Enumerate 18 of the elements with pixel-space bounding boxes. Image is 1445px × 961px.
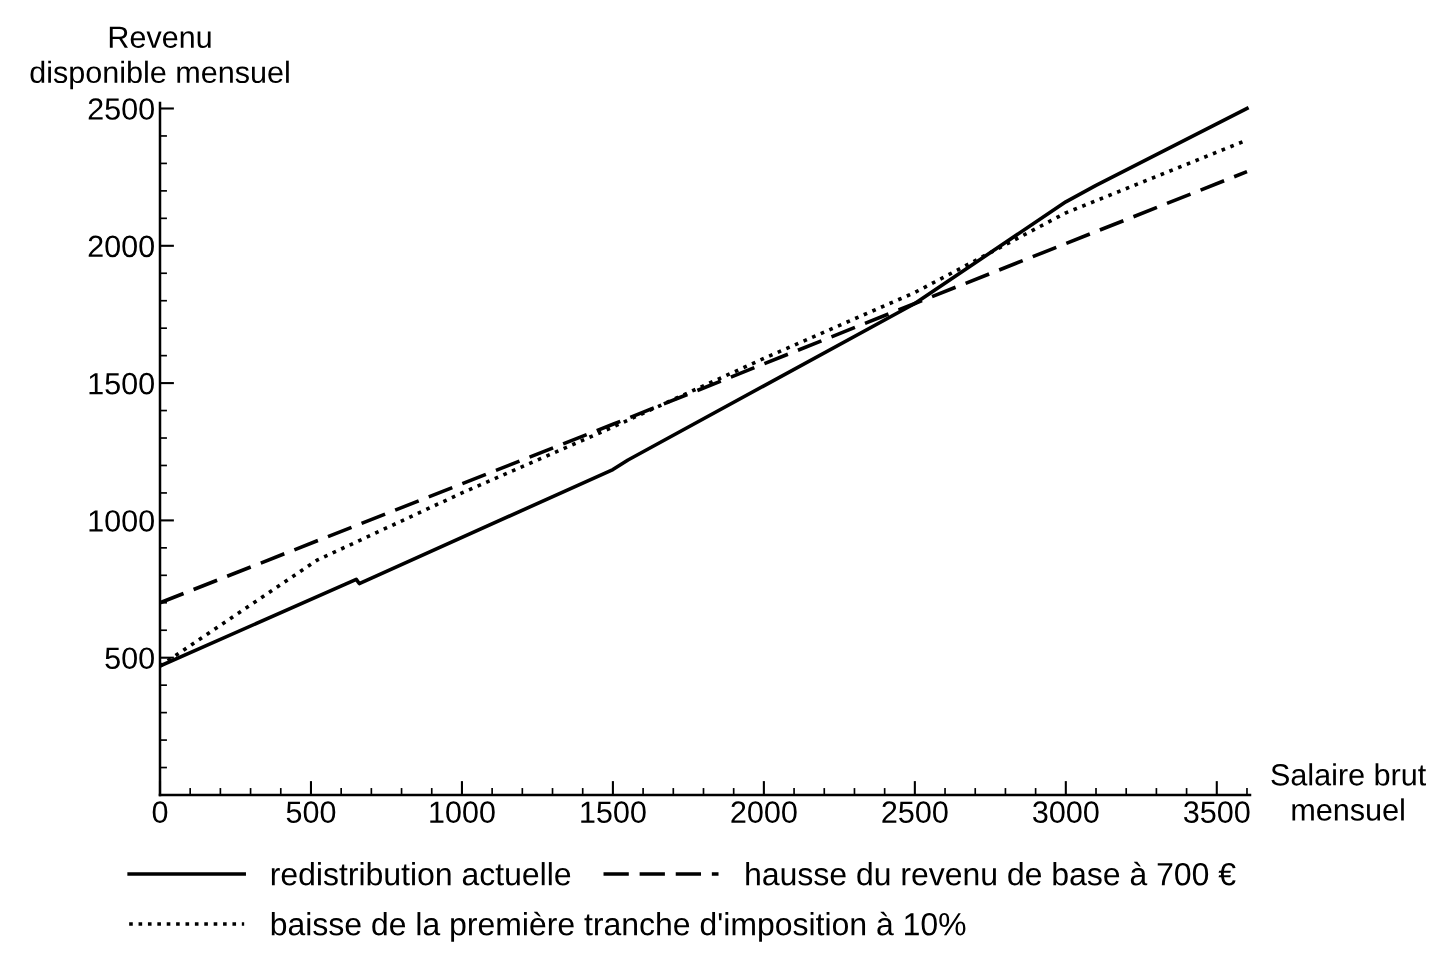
legend-label: baisse de la première tranche d'imposition à 10%	[271, 911, 966, 942]
y-tick-label: 1500	[89, 372, 154, 395]
x-tick-label: 500	[286, 801, 336, 823]
x-tick-label: 3000	[1033, 801, 1099, 823]
legend-label: redistribution actuelle	[271, 862, 571, 886]
y-tick-label: 2000	[88, 235, 154, 258]
x-tick-label: 1000	[430, 801, 495, 823]
y-axis-title: Revenu disponible mensuel	[30, 26, 289, 90]
y-tick-label: 500	[105, 647, 154, 670]
x-tick-label: 2000	[731, 801, 797, 823]
y-tick-label: 1000	[89, 510, 154, 532]
x-tick-label: 0	[152, 801, 168, 823]
x-tick-label: 2500	[882, 801, 948, 823]
y-tick-label: 2500	[88, 98, 154, 120]
x-tick-label: 3500	[1183, 801, 1250, 823]
x-tick-label: 1500	[581, 801, 646, 823]
x-axis-title: Salaire brut mensuel	[1271, 763, 1427, 821]
legend-label: hausse du revenu de base à 700 €	[746, 861, 1236, 886]
